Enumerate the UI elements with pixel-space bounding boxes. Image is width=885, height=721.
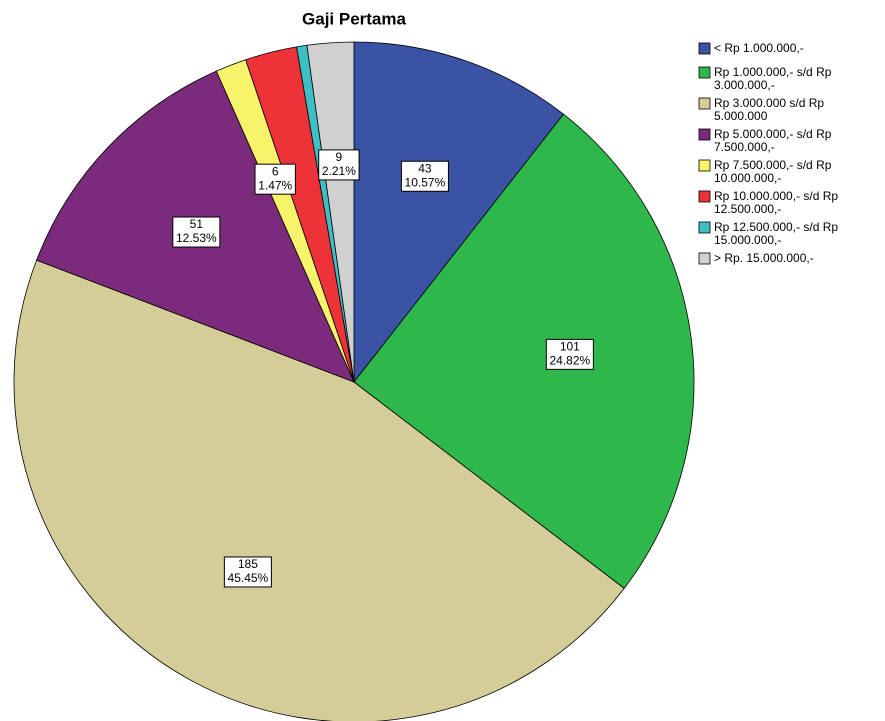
legend-label: < Rp 1.000.000,- — [714, 41, 804, 55]
legend-swatch — [698, 190, 711, 203]
data-label: 92.21% — [318, 149, 360, 181]
data-label-percent: 12.53% — [176, 231, 217, 245]
data-label: 61.47% — [254, 163, 296, 195]
legend-swatch — [698, 221, 711, 234]
chart-title: Gaji Pertama — [302, 9, 406, 28]
pie-slice — [13, 259, 625, 721]
legend-item: Rp 10.000.000,- s/d Rp 12.500.000,- — [698, 189, 838, 216]
pie-slice — [353, 113, 695, 589]
data-label-count: 9 — [336, 150, 343, 164]
legend-label: > Rp. 15.000.000,- — [714, 251, 814, 265]
data-label-count: 185 — [238, 557, 258, 571]
data-label-count: 43 — [418, 161, 432, 175]
legend-label: Rp 1.000.000,- s/d Rp 3.000.000,- — [714, 65, 832, 92]
legend-item: > Rp. 15.000.000,- — [698, 251, 814, 265]
data-label-percent: 2.21% — [322, 164, 356, 178]
data-label-percent: 1.47% — [258, 178, 292, 192]
legend-item: Rp 5.000.000,- s/d Rp 7.500.000,- — [698, 127, 832, 154]
legend-swatch — [698, 97, 711, 110]
legend-item: Rp 7.500.000,- s/d Rp 10.000.000,- — [698, 158, 832, 185]
legend-label: Rp 5.000.000,- s/d Rp 7.500.000,- — [714, 127, 832, 154]
data-label-count: 51 — [190, 217, 204, 231]
data-label-box — [400, 160, 449, 192]
data-label-box — [223, 556, 272, 588]
legend-label: Rp 7.500.000,- s/d Rp 10.000.000,- — [714, 158, 832, 185]
legend-swatch — [698, 159, 711, 172]
data-label-box — [254, 163, 296, 195]
legend-swatch — [698, 128, 711, 141]
legend-label: Rp 12.500.000,- s/d Rp 15.000.000,- — [714, 220, 838, 247]
legend-item: Rp 12.500.000,- s/d Rp 15.000.000,- — [698, 220, 838, 247]
pie-slice — [306, 41, 355, 383]
legend-swatch — [698, 42, 711, 55]
legend-swatch — [698, 66, 711, 79]
data-label-count: 6 — [272, 164, 279, 178]
legend-swatch — [698, 252, 711, 265]
data-label-box — [172, 216, 221, 248]
data-label-count: 101 — [560, 340, 580, 354]
legend-label: Rp 3.000.000 s/d Rp 5.000.000 — [714, 96, 824, 123]
data-label-box — [318, 149, 360, 181]
data-label-percent: 10.57% — [405, 175, 446, 189]
legend-label: Rp 10.000.000,- s/d Rp 12.500.000,- — [714, 189, 838, 216]
data-label-box — [545, 338, 594, 370]
legend-item: < Rp 1.000.000,- — [698, 41, 804, 55]
legend-item: Rp 1.000.000,- s/d Rp 3.000.000,- — [698, 65, 832, 92]
data-label-percent: 45.45% — [228, 571, 269, 585]
legend-item: Rp 3.000.000 s/d Rp 5.000.000 — [698, 96, 824, 123]
data-label-percent: 24.82% — [549, 354, 590, 368]
pie-slice — [353, 41, 565, 384]
